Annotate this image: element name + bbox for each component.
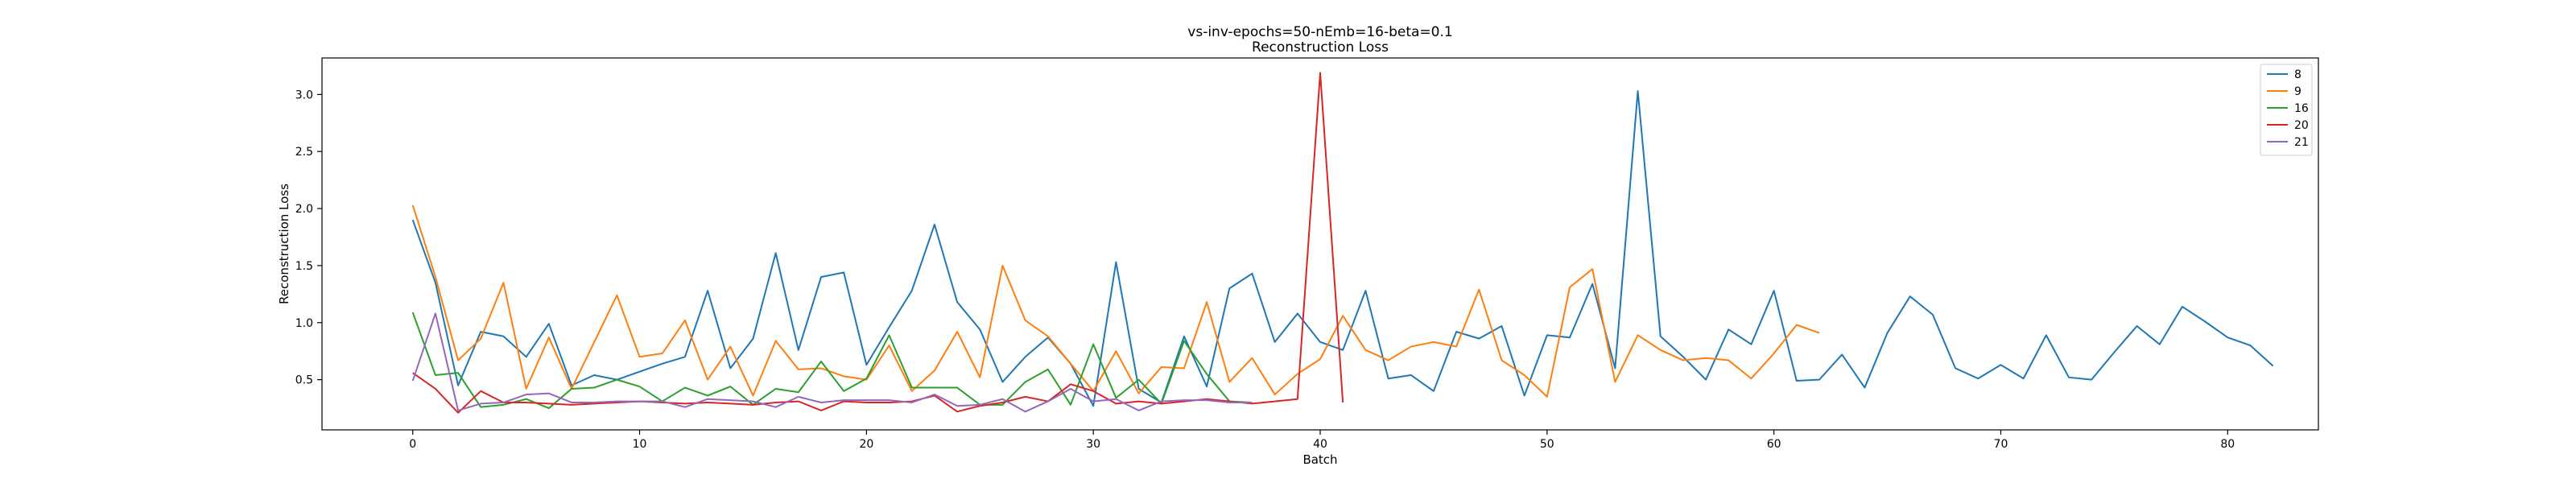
chart-subtitle: Reconstruction Loss bbox=[1252, 39, 1389, 56]
x-tick-label: 20 bbox=[859, 438, 873, 451]
series-line-8 bbox=[411, 90, 2274, 407]
legend-label: 20 bbox=[2294, 119, 2309, 132]
x-tick-label: 50 bbox=[1540, 438, 1554, 451]
x-tick-label: 40 bbox=[1313, 438, 1327, 451]
x-tick-label: 60 bbox=[1767, 438, 1781, 451]
series-line-16 bbox=[411, 312, 1253, 410]
legend-label: 21 bbox=[2294, 136, 2309, 149]
legend-label: 8 bbox=[2294, 68, 2301, 81]
x-tick-label: 70 bbox=[1994, 438, 2008, 451]
y-tick-label: 2.0 bbox=[295, 203, 313, 216]
series-line-9 bbox=[411, 204, 1820, 398]
x-axis: 0 10 20 30 40 50 60 70 80 bbox=[409, 430, 2235, 451]
x-tick-label: 0 bbox=[409, 438, 416, 451]
legend: 8 9 16 20 21 bbox=[2260, 64, 2313, 156]
x-tick-label: 30 bbox=[1086, 438, 1100, 451]
y-tick-label: 0.5 bbox=[295, 374, 313, 387]
legend-label: 9 bbox=[2294, 85, 2301, 98]
legend-label: 16 bbox=[2294, 102, 2309, 115]
y-tick-label: 1.0 bbox=[295, 317, 313, 330]
series-layer bbox=[411, 72, 2274, 414]
series-line-21 bbox=[411, 312, 1253, 413]
x-tick-label: 10 bbox=[633, 438, 647, 451]
y-tick-label: 2.5 bbox=[295, 146, 313, 159]
x-tick-label: 80 bbox=[2220, 438, 2235, 451]
y-tick-label: 1.5 bbox=[295, 260, 313, 273]
y-axis-label: Reconstruction Loss bbox=[277, 184, 291, 304]
y-axis: 0.5 1.0 1.5 2.0 2.5 3.0 bbox=[295, 89, 322, 387]
y-tick-label: 3.0 bbox=[295, 89, 313, 101]
x-axis-label: Batch bbox=[1302, 452, 1337, 467]
legend-box bbox=[2260, 64, 2313, 156]
chart-title: vs-inv-epochs=50-nEmb=16-beta=0.1 bbox=[1187, 24, 1452, 40]
